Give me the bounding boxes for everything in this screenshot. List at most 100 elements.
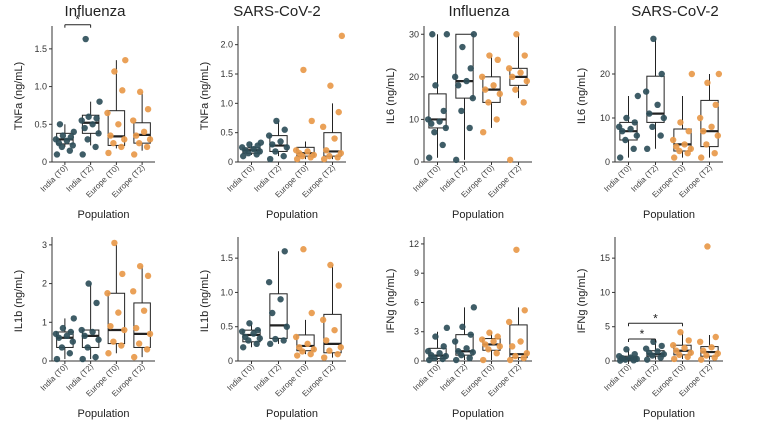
data-point (89, 328, 96, 336)
data-point (118, 342, 125, 349)
chart-title: SARS-CoV-2 (233, 3, 321, 20)
data-point (66, 147, 74, 154)
significance-star: * (75, 13, 80, 27)
data-point (505, 65, 513, 72)
data-point (424, 116, 432, 123)
data-point (642, 88, 650, 95)
data-point (494, 56, 501, 64)
data-point (140, 128, 148, 136)
data-point (479, 356, 487, 364)
data-point (239, 344, 247, 351)
data-point (513, 246, 520, 253)
data-point (523, 77, 531, 85)
x-axis-label: Population (452, 408, 504, 420)
data-point (708, 344, 715, 351)
data-point (131, 151, 138, 158)
data-point (327, 261, 334, 269)
data-point (92, 143, 99, 151)
data-point (304, 340, 311, 348)
data-point (143, 346, 151, 353)
data-point (79, 355, 86, 363)
data-point (496, 90, 504, 98)
data-point (308, 309, 315, 317)
data-point (53, 355, 61, 363)
data-point (478, 73, 486, 81)
x-tick-label: India (T0) (411, 163, 442, 194)
y-tick-label: 0.5 (220, 128, 233, 138)
box (509, 324, 528, 359)
data-point (323, 147, 330, 154)
data-point (69, 142, 76, 149)
data-point (110, 139, 117, 147)
y-axis-label: IL1b (ng/mL) (199, 270, 211, 332)
data-point (506, 356, 514, 364)
data-point (643, 356, 651, 363)
data-point (649, 123, 656, 130)
data-point (273, 117, 280, 125)
data-point (105, 149, 112, 157)
data-point (296, 344, 303, 351)
data-point (92, 353, 99, 361)
box (700, 99, 719, 148)
data-point (463, 77, 470, 85)
data-point (700, 347, 707, 354)
data-point (463, 345, 470, 352)
data-point (452, 356, 460, 364)
data-point (122, 56, 129, 64)
y-tick-label: 0 (42, 356, 47, 366)
data-point (59, 324, 67, 332)
data-point (451, 338, 459, 345)
box (107, 110, 126, 146)
data-point (115, 121, 122, 128)
y-axis-label: IL6 (ng/mL) (385, 68, 397, 124)
data-point (451, 73, 459, 81)
y-tick-label: 30 (409, 29, 419, 39)
data-point (615, 353, 623, 360)
box (455, 33, 474, 99)
data-point (458, 107, 465, 115)
data-point (63, 137, 71, 145)
y-tick-label: 10 (600, 287, 610, 297)
data-point (470, 304, 478, 311)
data-point (105, 350, 112, 357)
data-point (631, 350, 638, 358)
data-point (660, 350, 668, 358)
data-point (509, 73, 516, 81)
x-axis-label: Population (643, 408, 695, 420)
data-point (704, 243, 711, 250)
data-point (642, 345, 650, 352)
data-point (478, 336, 486, 343)
y-tick-label: 1.0 (34, 82, 47, 92)
data-point (69, 338, 76, 345)
data-point (459, 323, 466, 331)
box (646, 75, 665, 123)
data-point (714, 350, 722, 357)
data-point (119, 87, 126, 94)
data-point (505, 318, 513, 326)
data-point (440, 343, 447, 350)
data-point (130, 288, 137, 295)
data-point (708, 123, 715, 130)
data-point (269, 309, 276, 317)
data-point (486, 329, 493, 336)
data-point (256, 335, 264, 342)
data-point (326, 152, 333, 160)
data-point (78, 117, 85, 124)
data-point (265, 278, 273, 286)
y-tick-label: 0.5 (34, 119, 47, 129)
data-point (242, 333, 249, 341)
data-point (246, 320, 253, 327)
data-point (335, 282, 342, 289)
data-point (257, 139, 265, 146)
data-point (135, 139, 143, 147)
data-point (494, 333, 501, 340)
data-point (623, 346, 630, 353)
data-point (253, 340, 260, 348)
data-point (93, 299, 100, 307)
data-point (479, 128, 487, 136)
data-point (660, 114, 668, 122)
x-tick-label: India (T0) (602, 362, 633, 393)
data-point (111, 239, 118, 247)
data-point (293, 352, 301, 359)
data-point (272, 335, 279, 343)
